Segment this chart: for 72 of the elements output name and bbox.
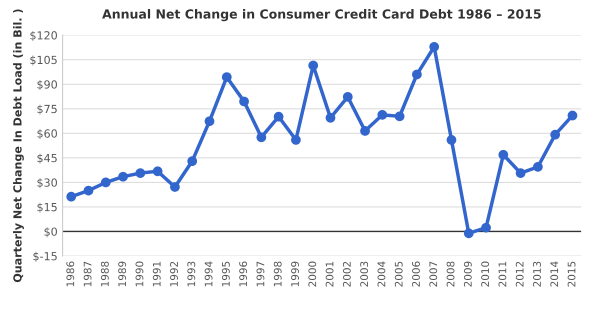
x-tick-label: 2002 [342,262,351,287]
x-tick-label: 2004 [377,261,386,287]
y-tick-label: $30 [37,178,57,188]
x-tick-label: 2009 [464,262,472,287]
x-tick-label: 1986 [66,262,74,286]
point [170,182,180,192]
x-tick-label: 1997 [256,262,264,286]
x-tick-label: 1999 [291,262,299,286]
x-tick-label: 2014 [550,261,558,287]
point [118,172,128,182]
point [533,162,543,172]
point [412,70,422,80]
x-tick-label: 1995 [222,262,230,286]
point [222,72,232,82]
chart-title: Annual Net Change in Consumer Credit Card Debt 1986 – 2015 [102,9,541,22]
x-tick-label: 2013 [533,262,541,287]
y-tick-label: $0 [44,227,57,238]
x-tick-label: 1989 [118,262,126,286]
point [135,168,146,178]
point [100,178,111,188]
x-tick-label: 2010 [481,262,490,287]
point [66,192,76,202]
point [464,228,474,238]
x-tick-label: 1996 [239,262,248,286]
x-tick-label: 1987 [84,262,92,286]
point [481,222,491,233]
y-tick-label: $105 [30,56,57,66]
point [394,111,404,122]
point [326,112,336,123]
x-tick-label: 1988 [100,262,109,286]
point [360,126,370,136]
point [429,42,440,52]
point [342,92,353,102]
x-tick-label: 2006 [412,262,420,287]
x-tick-label: 2005 [394,262,403,287]
x-tick-label: 2011 [498,262,506,287]
x-tick-label: 2003 [360,262,368,287]
x-tick-label: 2008 [446,262,454,287]
x-tick-label: 1990 [136,262,144,286]
point [204,116,214,126]
point [291,135,301,145]
x-tick-label: 1992 [170,262,178,286]
point [239,96,249,106]
x-tick-label: 2015 [568,262,576,287]
point [498,150,508,160]
point [377,110,388,120]
point [274,112,284,122]
x-tick-label: 2000 [308,262,316,287]
y-tick-label: $45 [37,154,57,164]
x-tick-label: 1994 [204,261,213,286]
x-tick-label: 2007 [429,262,438,287]
point [152,166,163,176]
point [568,110,578,120]
y-axis-title: Quarterly Net Change In Debt Load (in Bil. ) [13,9,24,282]
x-tick-label: 1998 [274,262,282,286]
point [187,156,198,166]
point [256,132,266,142]
point [446,135,456,145]
point [84,186,94,196]
point [516,168,526,178]
y-tick-label: $75 [37,104,57,115]
point [308,60,318,70]
y-tick-label: $90 [37,80,57,90]
point [550,130,560,140]
x-tick-label: 2001 [326,262,334,287]
y-tick-label: $15 [37,202,57,213]
x-tick-label: 1991 [152,262,161,286]
y-tick-label: $60 [37,129,57,140]
y-tick-label: $-15 [33,252,57,262]
x-tick-label: 1993 [187,262,196,286]
x-tick-label: 2012 [516,262,524,287]
y-tick-label: $120 [30,30,57,42]
